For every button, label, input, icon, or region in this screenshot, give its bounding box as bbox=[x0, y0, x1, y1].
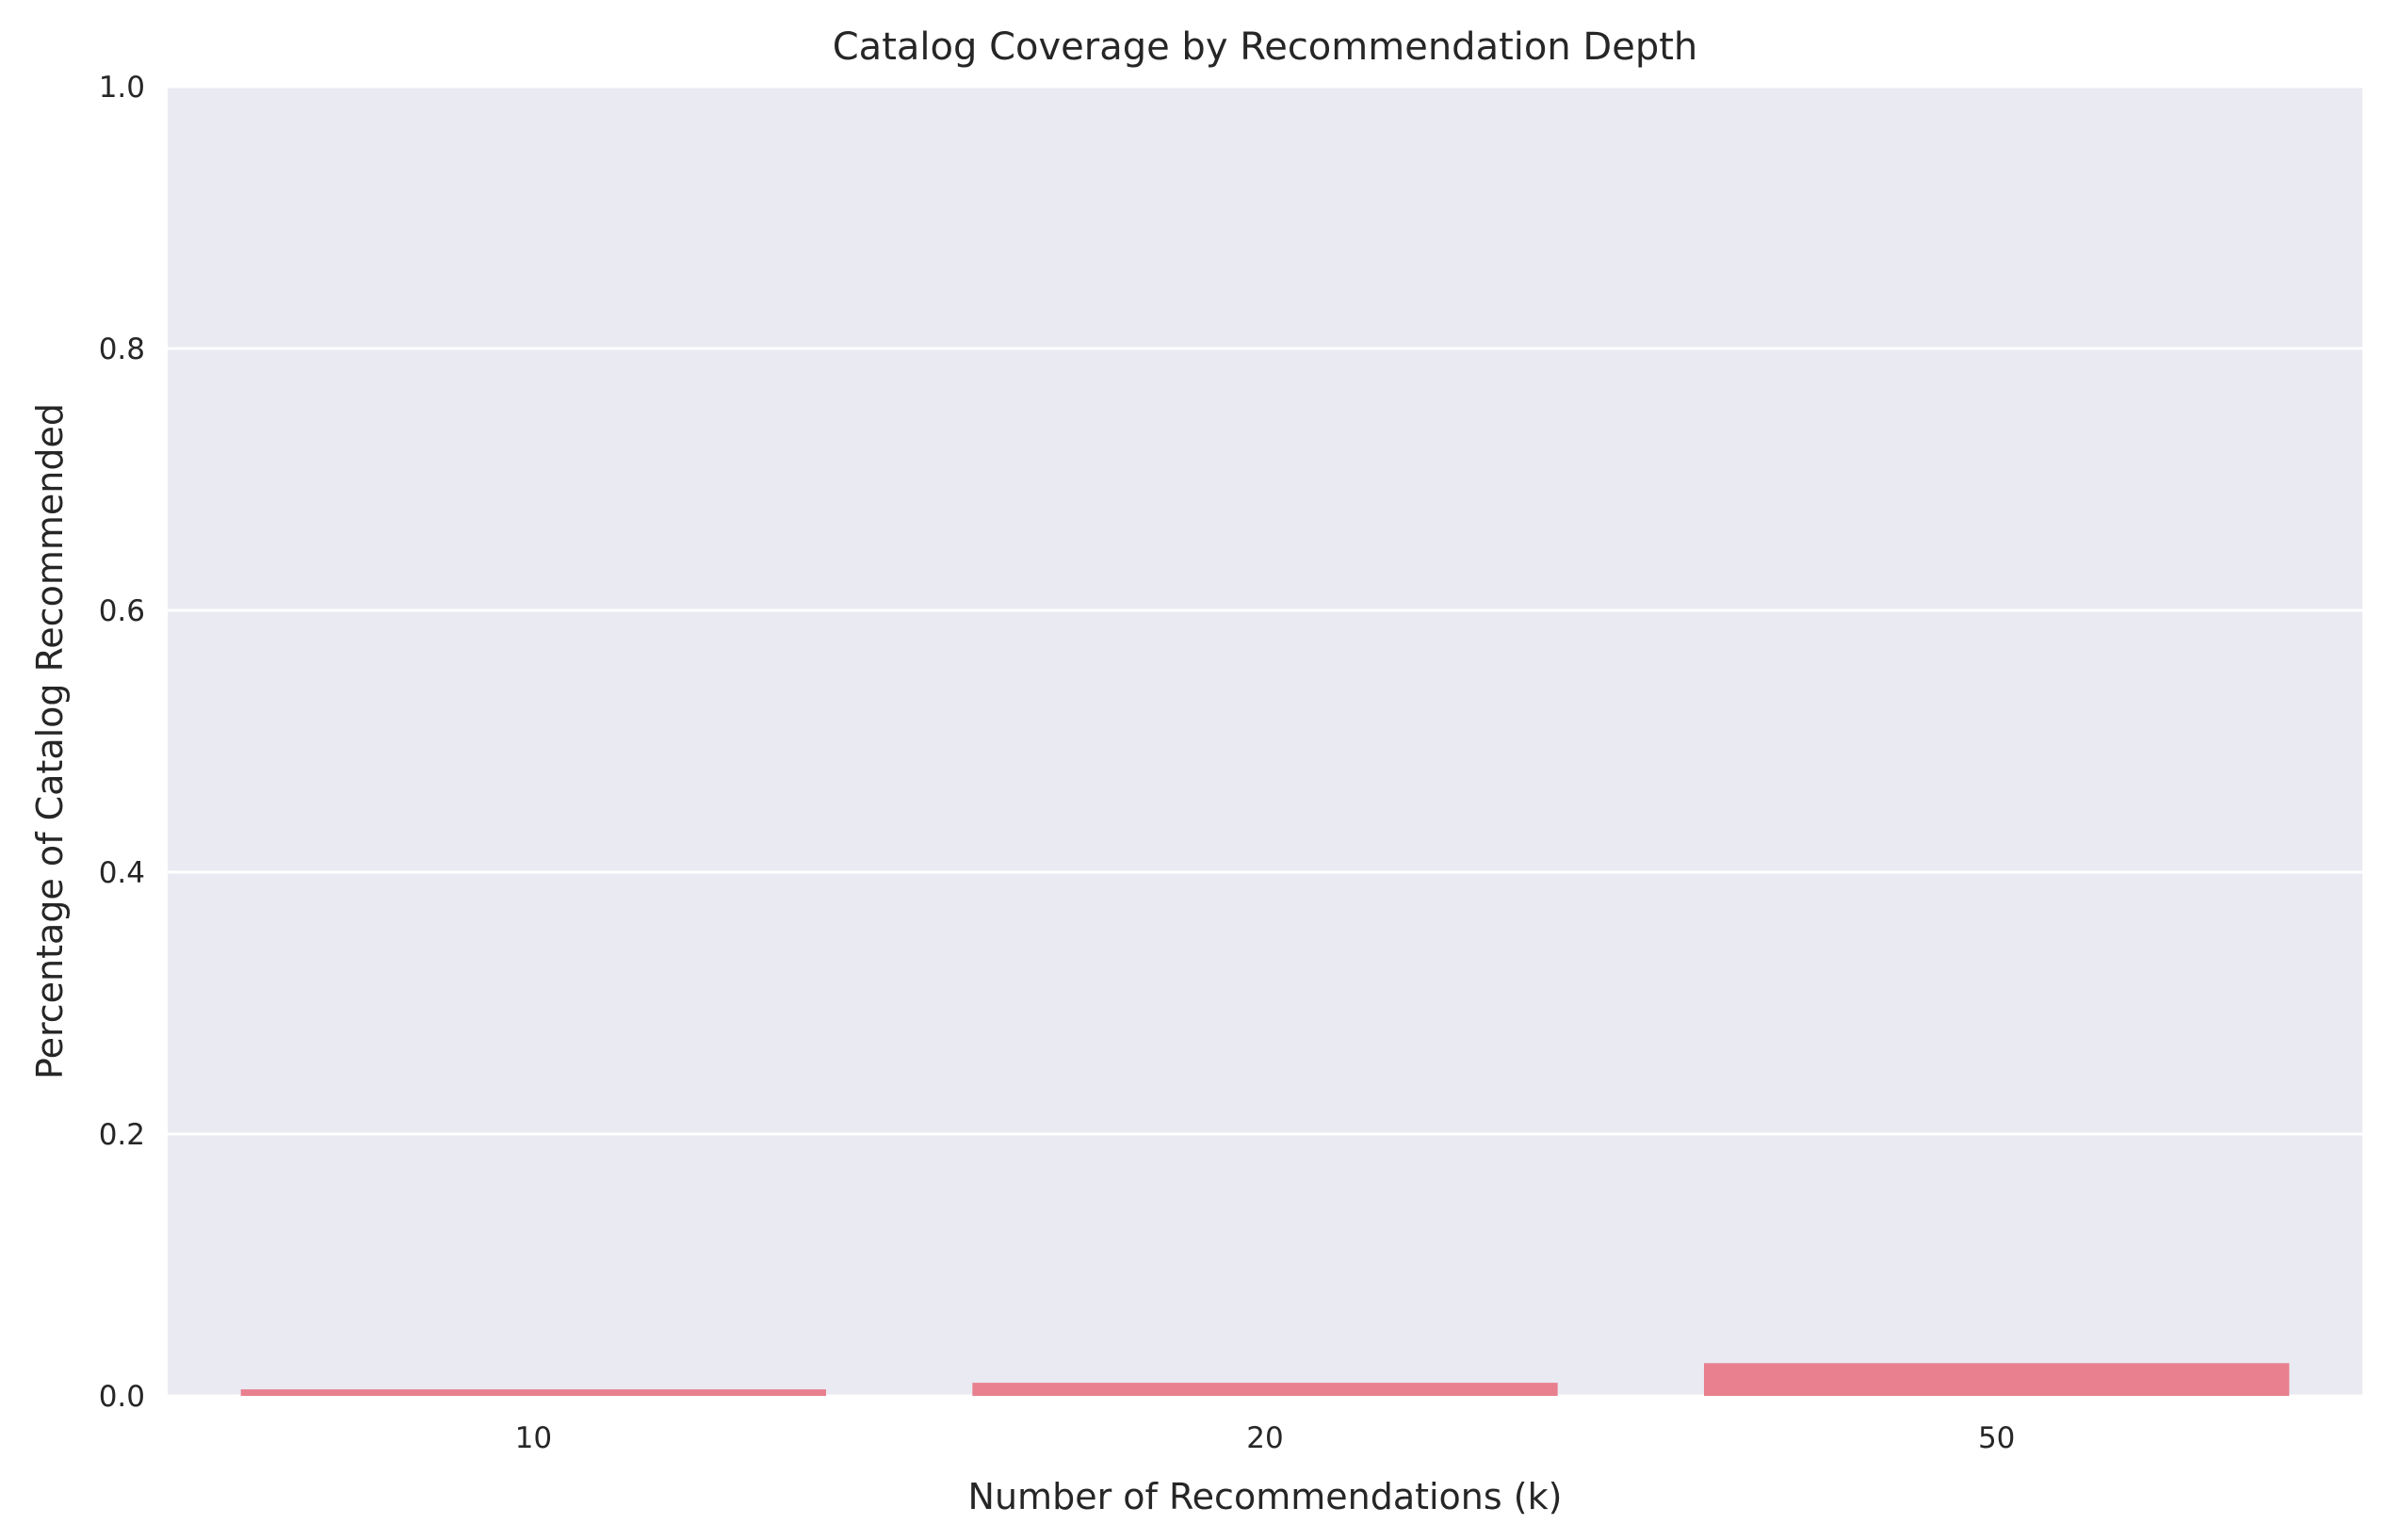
y-tick-label: 0.0 bbox=[99, 1380, 145, 1414]
x-tick-label: 20 bbox=[1246, 1421, 1283, 1455]
y-axis-label: Percentage of Catalog Recommended bbox=[29, 403, 71, 1079]
x-tick-label: 10 bbox=[515, 1421, 552, 1455]
bar-20 bbox=[972, 1383, 1558, 1396]
y-tick-label: 1.0 bbox=[99, 71, 145, 105]
y-tick-label: 0.2 bbox=[99, 1118, 145, 1152]
chart-title: Catalog Coverage by Recommendation Depth bbox=[833, 25, 1698, 69]
y-tick-label: 0.8 bbox=[99, 332, 145, 366]
x-axis-label: Number of Recommendations (k) bbox=[968, 1476, 1563, 1517]
y-tick-label: 0.6 bbox=[99, 594, 145, 628]
bar-series bbox=[240, 1363, 2290, 1396]
bar-10 bbox=[240, 1389, 826, 1396]
x-tick-label: 50 bbox=[1978, 1421, 2015, 1455]
x-tick-labels: 10 20 50 bbox=[515, 1421, 2016, 1455]
bar-50 bbox=[1704, 1363, 2290, 1396]
y-tick-label: 0.4 bbox=[99, 856, 145, 890]
y-tick-labels: 0.0 0.2 0.4 0.6 0.8 1.0 bbox=[99, 71, 145, 1414]
plot-area bbox=[168, 87, 2362, 1396]
